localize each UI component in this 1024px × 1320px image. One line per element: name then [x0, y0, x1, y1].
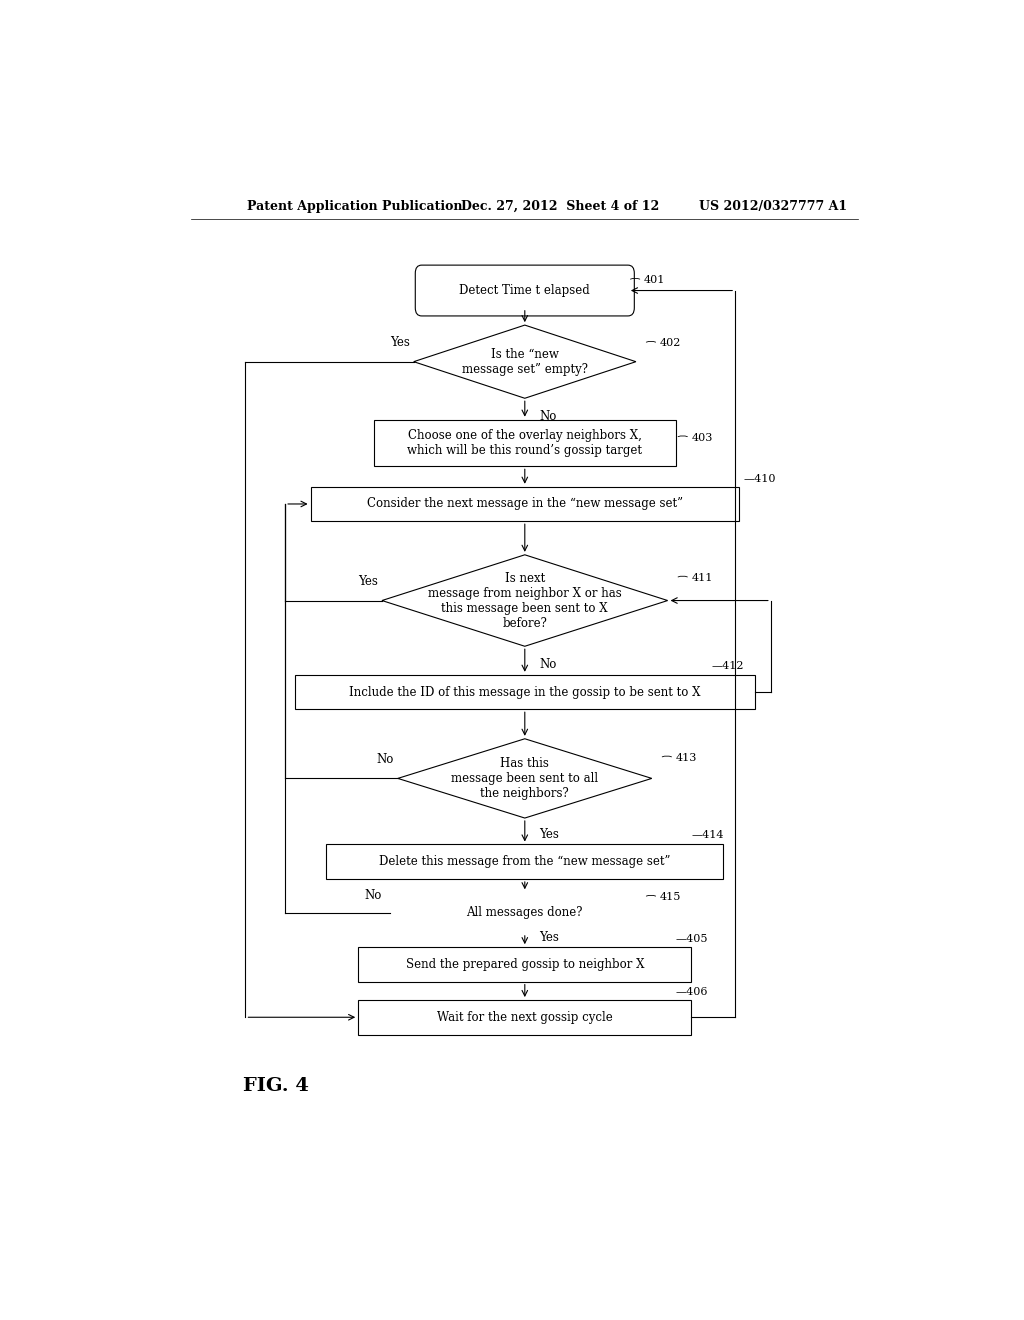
Text: Is the “new
message set” empty?: Is the “new message set” empty? [462, 347, 588, 376]
Text: —405: —405 [676, 935, 708, 944]
Text: No: No [377, 754, 394, 766]
Bar [358, 948, 691, 982]
Bar [358, 1001, 691, 1035]
Bar [374, 420, 676, 466]
Text: 413: 413 [676, 754, 697, 763]
Bar [310, 487, 739, 521]
Text: 402: 402 [659, 338, 681, 348]
Text: 411: 411 [691, 573, 713, 583]
Text: 401: 401 [644, 276, 666, 285]
Text: Is next
message from neighbor X or has
this message been sent to X
before?: Is next message from neighbor X or has t… [428, 572, 622, 630]
Text: Yes: Yes [390, 337, 410, 350]
Text: —414: —414 [691, 830, 724, 841]
Polygon shape [382, 554, 668, 647]
Text: 403: 403 [691, 433, 713, 444]
Text: Wait for the next gossip cycle: Wait for the next gossip cycle [437, 1011, 612, 1024]
Bar [295, 675, 755, 709]
Text: No: No [539, 659, 556, 672]
Text: Delete this message from the “new message set”: Delete this message from the “new messag… [379, 855, 671, 869]
FancyBboxPatch shape [416, 265, 634, 315]
Polygon shape [414, 325, 636, 399]
Text: No: No [539, 411, 556, 424]
Bar [327, 845, 723, 879]
Text: Send the prepared gossip to neighbor X: Send the prepared gossip to neighbor X [406, 958, 644, 972]
Text: No: No [365, 890, 382, 903]
Text: Detect Time t elapsed: Detect Time t elapsed [460, 284, 590, 297]
Text: Yes: Yes [539, 931, 559, 944]
Text: US 2012/0327777 A1: US 2012/0327777 A1 [699, 199, 848, 213]
Text: Has this
message been sent to all
the neighbors?: Has this message been sent to all the ne… [452, 756, 598, 800]
Text: FIG. 4: FIG. 4 [243, 1077, 309, 1096]
Text: Yes: Yes [539, 828, 559, 841]
Text: —410: —410 [743, 474, 775, 483]
Text: —406: —406 [676, 987, 708, 997]
Text: Include the ID of this message in the gossip to be sent to X: Include the ID of this message in the go… [349, 685, 700, 698]
Text: Dec. 27, 2012  Sheet 4 of 12: Dec. 27, 2012 Sheet 4 of 12 [461, 199, 659, 213]
Polygon shape [397, 739, 652, 818]
Text: Choose one of the overlay neighbors X,
which will be this round’s gossip target: Choose one of the overlay neighbors X, w… [408, 429, 642, 457]
Text: All messages done?: All messages done? [467, 906, 583, 919]
Text: Patent Application Publication: Patent Application Publication [247, 199, 463, 213]
Text: Consider the next message in the “new message set”: Consider the next message in the “new me… [367, 498, 683, 511]
Text: 415: 415 [659, 892, 681, 903]
Text: —412: —412 [712, 660, 743, 671]
Text: Yes: Yes [358, 576, 378, 589]
